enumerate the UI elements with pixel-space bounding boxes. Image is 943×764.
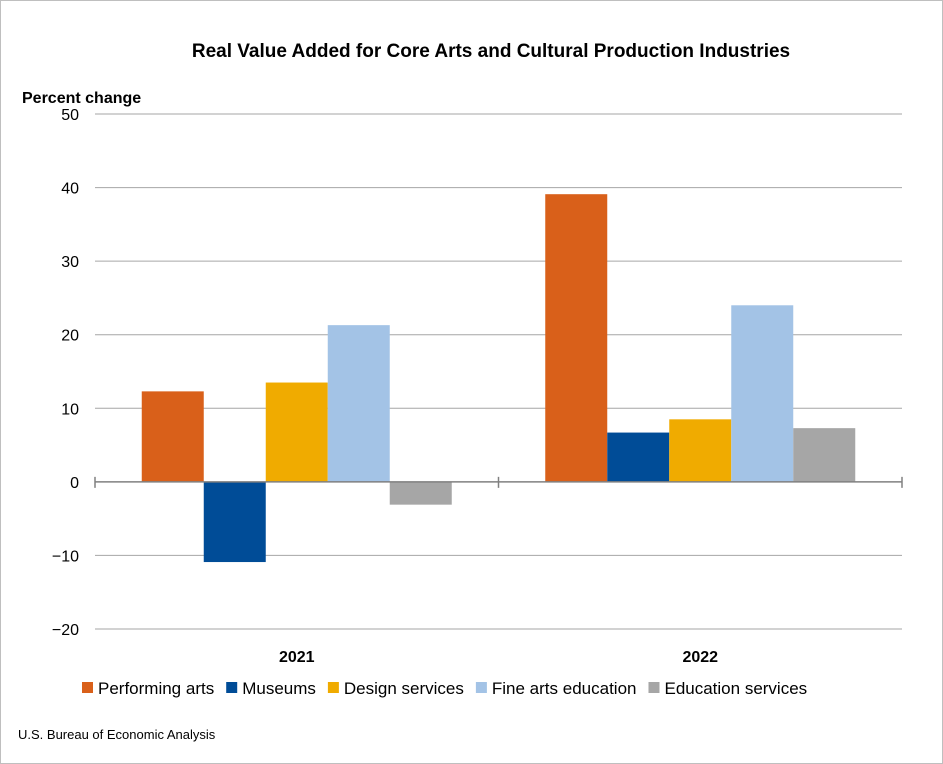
- x-category-label: 2021: [279, 649, 315, 666]
- legend-label: Fine arts education: [492, 679, 637, 698]
- x-axis-category-labels: 2021 2022: [279, 649, 718, 666]
- y-tick-label: 20: [61, 328, 79, 345]
- legend-swatch: [82, 682, 93, 693]
- legend-item-design-services: Design services: [327, 679, 464, 698]
- y-tick-label: 50: [61, 107, 79, 124]
- legend-swatch: [648, 682, 660, 693]
- legend-swatch: [226, 682, 238, 693]
- y-tick-label: 0: [70, 475, 79, 492]
- bar-performing-arts-2021: [141, 391, 204, 482]
- bar-museums-2022: [607, 432, 670, 482]
- bar-education-services-2021: [389, 481, 452, 505]
- x-axis: [94, 476, 903, 488]
- legend-label: Museums: [242, 679, 316, 698]
- legend-label: Performing arts: [98, 679, 214, 698]
- legend-item-performing-arts: Performing arts: [82, 679, 214, 698]
- y-tick-label: −20: [52, 622, 79, 639]
- bar-museums-2021: [203, 481, 266, 563]
- bar-fine-arts-education-2021: [327, 325, 390, 482]
- bar-education-services-2022: [793, 428, 856, 482]
- y-tick-label: −10: [52, 548, 79, 565]
- x-category-label: 2022: [682, 649, 718, 666]
- bar-performing-arts-2022: [545, 194, 608, 482]
- legend-label: Education services: [664, 679, 807, 698]
- y-tick-label: 10: [61, 401, 79, 418]
- y-tick-label: 30: [61, 254, 79, 271]
- legend-item-education-services: Education services: [648, 679, 807, 698]
- bar-design-services-2021: [265, 382, 328, 482]
- y-axis-label: Percent change: [22, 90, 141, 107]
- y-axis-tick-labels: 50 40 30 20 10 0 −10 −20: [52, 107, 79, 639]
- legend-label: Design services: [344, 679, 464, 698]
- chart-title: Real Value Added for Core Arts and Cultu…: [192, 41, 790, 62]
- legend-swatch: [327, 682, 339, 693]
- legend: Performing arts Museums Design services Fin…: [82, 679, 807, 698]
- legend-item-fine-arts-education: Fine arts education: [475, 679, 637, 698]
- legend-item-museums: Museums: [226, 679, 316, 698]
- bar-fine-arts-education-2022: [731, 305, 794, 482]
- legend-swatch: [475, 682, 487, 693]
- bar-design-services-2022: [669, 419, 732, 482]
- source-note: U.S. Bureau of Economic Analysis: [18, 727, 216, 742]
- bars: [141, 194, 856, 563]
- y-tick-label: 40: [61, 181, 79, 198]
